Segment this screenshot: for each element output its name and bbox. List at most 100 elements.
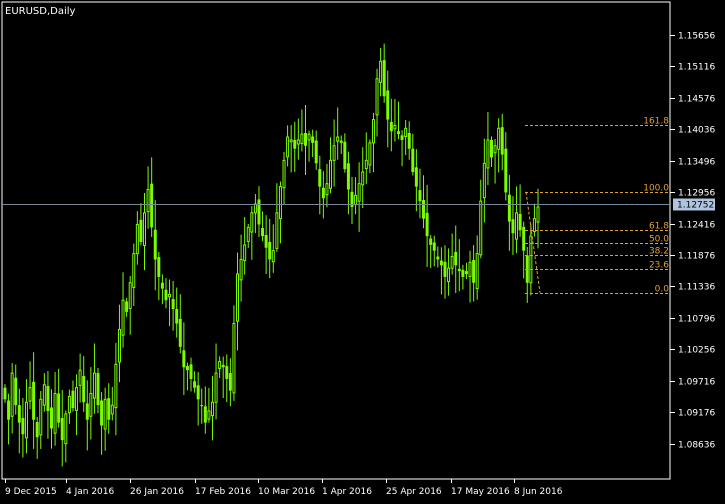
y-tick-label: 1.15116 [678,63,715,73]
candle-body-bear [350,191,354,207]
candle-body-bull [375,78,379,116]
candle-body-bull [275,212,279,249]
fibo-level-label: 100.0 [643,184,669,194]
candle-body-bull [515,212,519,240]
candle-body-bear [422,199,426,219]
x-tick-label: 26 Jan 2016 [130,487,184,497]
candle-body-bear [346,163,350,190]
candle-body-bear [464,271,468,275]
candle-body-bear [35,422,39,438]
candle-body-bull [479,200,483,256]
candle-body-bear [425,212,429,237]
candle-body-bull [393,124,397,130]
candle-body-bear [418,190,422,202]
candle-body-bull [246,226,250,242]
candle-body-bull [214,372,218,403]
y-tick-label: 1.14576 [678,95,715,105]
candle-body-bear [157,257,161,277]
candle-body-bear [400,135,404,140]
candle-body-bull [64,413,68,445]
time-axis[interactable]: 9 Dec 2015 4 Jan 2016 26 Jan 2016 17 Feb 20… [5,479,563,497]
candle-body-bull [529,235,533,284]
fibo-trendline[interactable] [525,191,541,293]
chart-title: EURUSD,Daily [5,6,76,17]
candle-body-bull [475,253,479,290]
candle-body-bull [207,410,211,420]
candle-body-bull [379,60,383,83]
x-tick-label: 17 May 2016 [451,487,510,497]
x-tick-label: 25 Apr 2016 [386,487,442,497]
candle-body-bull [132,253,136,288]
candle-body-bull [89,392,93,417]
candle-body-bear [225,366,229,379]
candle-body-bear [407,132,411,149]
y-tick-label: 1.13496 [678,158,715,168]
candle-body-bear [193,381,197,388]
y-tick-label: 1.14036 [678,126,715,136]
candle-body-bull [271,250,275,263]
candle-body-bull [468,261,472,277]
candle-body-bear [500,127,504,155]
candle-body-bear [71,390,75,409]
candle-body-bear [257,199,261,225]
candle-body-bull [354,194,358,206]
current-price-badge: 1.12752 [673,198,715,211]
y-tick-label: 1.08636 [678,441,715,451]
candle-body-bear [60,417,64,441]
candle-body-bear [489,139,493,158]
candle-body-bear [50,407,54,429]
fibo-level-label: 0.0 [655,285,670,295]
x-tick-label: 17 Feb 2016 [195,487,251,497]
candle-body-bear [228,373,232,391]
candle-body-bear [386,90,390,120]
candle-body-bear [314,140,318,164]
candle-body-bull [236,273,240,322]
candle-body-bull [493,145,497,154]
fibonacci-retracement[interactable]: 161.8 100.0 61.8 50.0 38.2 23.6 0.0 [525,117,669,295]
candle-body-bull [67,395,71,414]
candle-body-bull [332,145,336,161]
candle-body-bull [168,293,172,298]
candle-body-bear [178,318,182,347]
x-tick-label: 9 Dec 2015 [5,487,57,497]
candle-body-bear [343,141,347,170]
candle-body-bull [42,384,46,406]
candle-body-bear [7,400,11,420]
fibo-level-label: 23.6 [649,261,669,271]
candle-body-bull [24,401,28,439]
candle-body-bear [14,377,18,406]
y-tick-label: 1.11876 [678,252,715,262]
candle-body-bull [110,404,114,415]
candle-body-bull [210,401,214,417]
candle-body-bull [289,139,293,143]
candle-body-bull [296,139,300,145]
candle-body-bear [96,373,100,406]
candle-body-bull [497,127,501,150]
candle-body-bull [218,360,222,369]
candle-body-bear [436,256,440,260]
candle-body-bear [389,121,393,132]
candle-body-bear [518,213,522,231]
candle-body-bear [203,406,207,423]
y-tick-label: 1.10256 [678,346,715,356]
candle-body-bull [135,223,139,255]
candle-body-bear [175,308,179,324]
candle-body-bull [143,212,147,246]
candle-body-bull [364,159,368,170]
candle-body-bear [293,139,297,149]
current-price-label: 1.12752 [677,201,714,211]
candle-body-bull [78,369,82,386]
candle-body-bull [121,299,125,336]
candle-body-bull [128,282,132,309]
fibo-level-label: 38.2 [649,247,669,257]
candle-body-bull [92,372,96,399]
price-axis[interactable]: 1.15656 1.15116 1.14576 1.14036 1.13496 1.129… [670,32,715,451]
x-tick-label: 10 Mar 2016 [258,487,315,497]
candle-body-bull [329,159,333,189]
candle-body-bear [185,366,189,371]
candle-body-bull [146,189,150,213]
candle-body-bear [200,405,204,407]
